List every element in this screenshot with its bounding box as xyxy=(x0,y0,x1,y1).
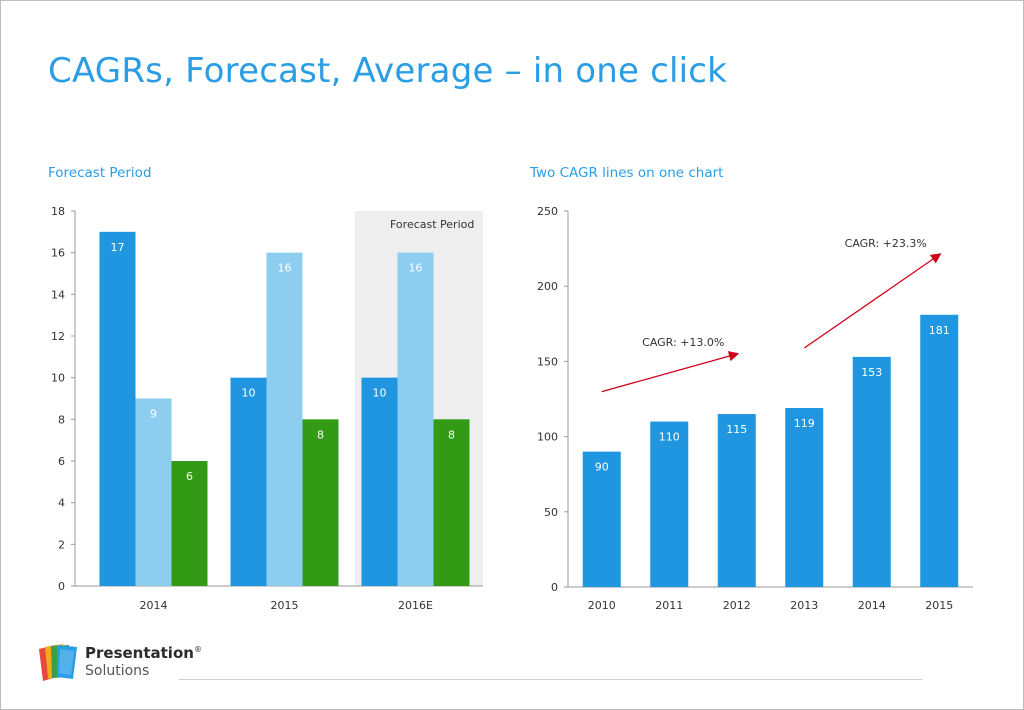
y-tick-label: 6 xyxy=(58,455,65,468)
page-title: CAGRs, Forecast, Average – in one click xyxy=(48,51,728,91)
bar-value-label: 17 xyxy=(111,241,125,254)
bar xyxy=(433,419,470,586)
chart-left-title: Forecast Period xyxy=(48,165,152,181)
bar xyxy=(171,461,208,586)
bar-value-label: 153 xyxy=(861,366,882,379)
bar-value-label: 115 xyxy=(726,423,747,436)
bar xyxy=(266,252,303,586)
x-tick-label: 2010 xyxy=(588,599,616,612)
y-tick-label: 10 xyxy=(51,372,65,385)
cagr-label: CAGR: +23.3% xyxy=(845,237,927,250)
footer-divider xyxy=(179,679,922,680)
bar xyxy=(361,377,398,586)
bar xyxy=(785,408,824,587)
y-tick-label: 16 xyxy=(51,247,65,260)
cagr-arrow xyxy=(803,253,942,349)
bar xyxy=(135,398,172,586)
bar-value-label: 6 xyxy=(186,470,193,483)
bar-value-label: 16 xyxy=(278,262,292,275)
forecast-period-label: Forecast Period xyxy=(390,218,474,231)
bar-value-label: 181 xyxy=(929,324,950,337)
y-tick-label: 100 xyxy=(537,431,558,444)
y-tick-label: 8 xyxy=(58,413,65,426)
y-tick-label: 50 xyxy=(544,506,558,519)
y-tick-label: 200 xyxy=(537,280,558,293)
logo-name: Presentation xyxy=(85,644,194,662)
bar-value-label: 8 xyxy=(317,428,324,441)
y-tick-label: 2 xyxy=(58,538,65,551)
bar-value-label: 10 xyxy=(373,387,387,400)
x-tick-label: 2014 xyxy=(140,599,168,612)
bar xyxy=(852,356,891,587)
y-tick-label: 150 xyxy=(537,355,558,368)
bar xyxy=(582,451,621,587)
x-tick-label: 2015 xyxy=(925,599,953,612)
y-tick-label: 12 xyxy=(51,330,65,343)
bar xyxy=(302,419,339,586)
x-tick-label: 2012 xyxy=(723,599,751,612)
logo-sheet-highlight xyxy=(59,649,74,675)
logo-icon xyxy=(39,644,77,681)
cagr-arrow xyxy=(601,351,740,393)
bar-value-label: 8 xyxy=(448,428,455,441)
presentation-solutions-logo: Presentation® Solutions xyxy=(37,641,202,685)
bar-value-label: 119 xyxy=(794,417,815,430)
x-tick-label: 2011 xyxy=(655,599,683,612)
bar-value-label: 90 xyxy=(595,461,609,474)
bar-value-label: 16 xyxy=(409,262,423,275)
x-tick-label: 2014 xyxy=(858,599,886,612)
logo-subtitle: Solutions xyxy=(85,663,150,679)
y-tick-label: 18 xyxy=(51,205,65,218)
registered-mark: ® xyxy=(193,645,202,654)
bar xyxy=(99,231,136,587)
y-tick-label: 250 xyxy=(537,205,558,218)
x-tick-label: 2015 xyxy=(271,599,299,612)
y-tick-label: 14 xyxy=(51,288,65,301)
bar xyxy=(717,414,756,587)
y-tick-label: 4 xyxy=(58,497,65,510)
bar xyxy=(230,377,267,586)
x-tick-label: 2013 xyxy=(790,599,818,612)
cagr-label: CAGR: +13.0% xyxy=(642,336,724,349)
chart-right-title: Two CAGR lines on one chart xyxy=(530,165,724,181)
x-tick-label: 2016E xyxy=(398,599,433,612)
y-tick-label: 0 xyxy=(58,580,65,593)
y-tick-label: 0 xyxy=(551,581,558,594)
bar xyxy=(650,421,689,587)
bar xyxy=(920,314,959,587)
bar-value-label: 110 xyxy=(659,431,680,444)
bar-value-label: 10 xyxy=(242,387,256,400)
bar xyxy=(397,252,434,586)
bar-value-label: 9 xyxy=(150,408,157,421)
